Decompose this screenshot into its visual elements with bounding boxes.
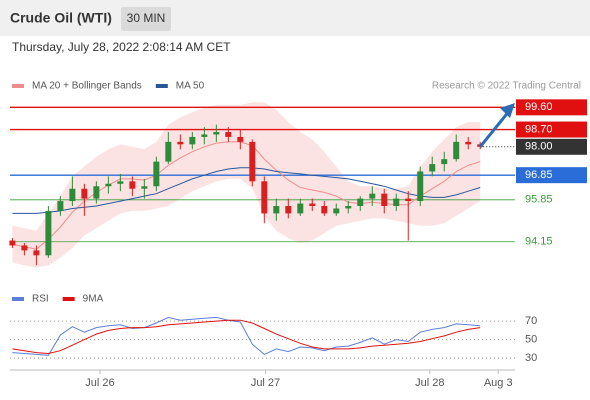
- timeframe-box: [121, 7, 171, 31]
- ma-line: [12, 141, 481, 250]
- candle-body: [285, 206, 292, 214]
- watermark: Research © 2022 Trading Central: [432, 81, 581, 92]
- x-tick-label: Jul 26: [85, 377, 114, 389]
- candle-body: [405, 198, 412, 202]
- candle-body: [105, 183, 112, 187]
- candle-body: [189, 136, 196, 145]
- candle-body: [465, 141, 472, 145]
- candle-body: [69, 188, 76, 202]
- arrow-head: [500, 103, 515, 118]
- legend-swatch: [155, 84, 168, 88]
- legend-label: RSI: [32, 294, 49, 305]
- candle-body: [237, 136, 244, 142]
- level-label: 94.15: [525, 236, 553, 248]
- candle-body: [297, 203, 304, 214]
- candle-body: [357, 198, 364, 206]
- candle-body: [381, 193, 388, 206]
- candle-body: [129, 181, 136, 189]
- bollinger-band: [12, 102, 481, 268]
- x-tick-label: Jul 28: [415, 377, 444, 389]
- candle-body: [261, 181, 268, 214]
- candle-body: [273, 206, 280, 214]
- candle-body: [429, 164, 436, 172]
- candle-body: [417, 171, 424, 202]
- candle-body: [141, 186, 148, 189]
- level-box: [516, 99, 587, 116]
- candle-body: [117, 181, 124, 184]
- legend-swatch: [62, 297, 75, 301]
- x-tick-label: Aug 3: [484, 377, 513, 389]
- candle-body: [225, 132, 232, 137]
- level-label: 99.60: [525, 101, 553, 113]
- candle-body: [93, 186, 100, 199]
- candle-body: [345, 206, 352, 209]
- candle-body: [213, 132, 220, 135]
- rsi-line: [12, 319, 481, 355]
- trend-arrow: [478, 109, 512, 148]
- level-label: 96.85: [525, 169, 553, 181]
- candle-body: [21, 245, 28, 251]
- rsi-line: [12, 316, 481, 356]
- level-box: [516, 121, 587, 138]
- candle-body: [249, 141, 256, 182]
- candle-body: [153, 161, 160, 187]
- candle-body: [177, 141, 184, 145]
- candle-body: [9, 240, 16, 246]
- candle-body: [57, 201, 64, 211]
- candle-body: [393, 198, 400, 206]
- y-tick-label: 30: [525, 352, 537, 364]
- candle-body: [45, 210, 52, 256]
- level-label: 98.00: [525, 141, 553, 153]
- candle-body: [333, 208, 340, 214]
- legend-swatch: [12, 297, 24, 301]
- y-tick-label: 50: [525, 334, 537, 346]
- level-box: [516, 167, 587, 184]
- y-tick-label: 70: [525, 315, 537, 327]
- level-label: 98.70: [525, 123, 553, 135]
- candle-body: [201, 134, 208, 137]
- candle-body: [453, 141, 460, 160]
- candle-body: [441, 159, 448, 165]
- legend-label: MA 50: [176, 81, 205, 92]
- candle-body: [165, 141, 172, 162]
- candle-body: [321, 206, 328, 214]
- level-label: 95.85: [525, 194, 553, 206]
- level-box: [516, 138, 587, 155]
- legend-swatch: [12, 84, 24, 88]
- candle-body: [81, 188, 88, 199]
- ma-line: [12, 167, 481, 214]
- header-bar: [0, 0, 590, 36]
- title: Crude Oil (WTI): [10, 10, 112, 26]
- legend-label: MA 20 + Bollinger Bands: [32, 81, 142, 92]
- candle-body: [309, 203, 316, 206]
- timeframe: 30 MIN: [127, 11, 166, 25]
- legend-label: 9MA: [83, 294, 104, 305]
- x-tick-label: Jul 27: [251, 377, 280, 389]
- candle-body: [369, 193, 376, 199]
- candle-body: [33, 250, 40, 256]
- timestamp: Thursday, July 28, 2022 2:08:14 AM CET: [12, 40, 231, 54]
